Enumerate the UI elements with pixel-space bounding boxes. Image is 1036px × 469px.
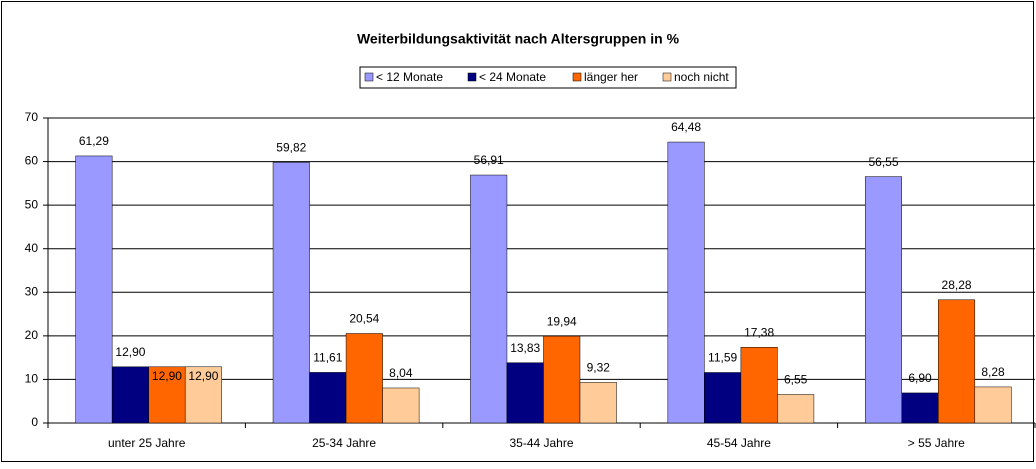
x-tick-label: > 55 Jahre	[908, 436, 965, 450]
y-tick-label: 10	[25, 372, 39, 386]
data-label: 6,90	[908, 371, 932, 385]
data-label: 12,90	[152, 369, 182, 383]
bar	[184, 366, 222, 424]
bar	[506, 362, 544, 424]
chart-title: Weiterbildungsaktivität nach Altersgrupp…	[357, 31, 680, 47]
bar	[309, 372, 347, 424]
bar	[901, 392, 939, 424]
data-label: 56,55	[868, 155, 898, 169]
data-label: 64,48	[671, 120, 701, 134]
data-label: 11,59	[708, 351, 737, 365]
legend-label: länger her	[584, 70, 638, 84]
y-tick-label: 0	[31, 415, 38, 429]
legend-box	[359, 66, 737, 89]
x-tick-label: 35-44 Jahre	[509, 436, 573, 450]
bar	[740, 347, 778, 424]
bar	[974, 386, 1012, 424]
bar	[345, 333, 383, 424]
bar	[777, 394, 815, 424]
bar	[111, 366, 149, 424]
data-label: 8,28	[981, 365, 1005, 379]
bar	[382, 387, 420, 424]
legend-label: < 24 Monate	[479, 70, 546, 84]
bar	[272, 162, 310, 424]
x-tick-label: 45-54 Jahre	[707, 436, 771, 450]
bar	[938, 299, 976, 424]
data-label: 12,90	[188, 369, 218, 383]
y-tick-label: 20	[25, 328, 39, 342]
legend-swatch	[662, 72, 672, 82]
data-label: 13,83	[510, 341, 540, 355]
bar	[704, 372, 742, 424]
data-label: 9,32	[587, 361, 611, 375]
bar	[148, 366, 186, 424]
legend-swatch	[572, 72, 582, 82]
data-label: 20,54	[349, 312, 379, 326]
legend-label: noch nicht	[674, 70, 729, 84]
data-label: 19,94	[547, 314, 577, 328]
bar	[470, 174, 508, 424]
bar	[864, 176, 903, 424]
legend-label: < 12 Monate	[376, 70, 443, 84]
y-tick-label: 40	[25, 241, 39, 255]
bar	[667, 141, 705, 424]
data-label: 8,04	[389, 366, 413, 380]
data-label: 28,28	[942, 278, 972, 292]
x-tick-label: unter 25 Jahre	[108, 436, 186, 450]
legend-swatch	[364, 72, 374, 82]
data-label: 6,55	[784, 373, 808, 387]
y-tick-label: 50	[25, 197, 39, 211]
data-label: 61,29	[79, 134, 109, 148]
y-tick-label: 60	[25, 154, 39, 168]
y-tick-label: 30	[25, 284, 39, 298]
bar	[75, 155, 113, 424]
x-tick-label: 25-34 Jahre	[312, 436, 376, 450]
data-label: 56,91	[474, 153, 504, 167]
data-label: 12,90	[115, 345, 145, 359]
bar	[579, 382, 617, 424]
data-label: 17,38	[744, 325, 774, 339]
data-label: 59,82	[276, 141, 306, 155]
y-tick-label: 70	[25, 110, 39, 124]
bar	[543, 335, 581, 424]
data-label: 11,61	[313, 351, 342, 365]
legend-swatch	[467, 72, 477, 82]
